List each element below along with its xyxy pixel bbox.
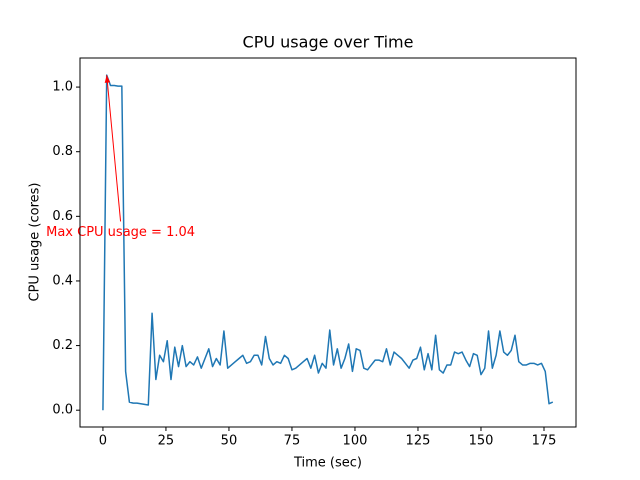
y-tick-label: 0.0: [52, 403, 73, 418]
y-axis-label: CPU usage (cores): [28, 183, 43, 302]
x-tick-label: 125: [406, 434, 431, 449]
x-tick-label: 50: [221, 434, 238, 449]
x-tick-label: 25: [158, 434, 175, 449]
annotation-arrow: [106, 75, 122, 222]
x-tick-label: 75: [284, 434, 301, 449]
x-tick-label: 100: [343, 434, 368, 449]
y-tick-label: 0.2: [52, 338, 73, 353]
plot-frame: [79, 57, 577, 428]
annotation-text: Max CPU usage = 1.04: [46, 225, 195, 240]
x-tick-label: 150: [469, 434, 494, 449]
x-tick-label: 175: [532, 434, 557, 449]
y-tick-label: 0.6: [52, 209, 73, 224]
line: [102, 74, 554, 411]
y-tick-label: 0.4: [52, 273, 73, 288]
y-tick-label: 1.0: [52, 80, 73, 95]
annotation-arrowhead: [104, 75, 111, 83]
y-tick-label: 0.8: [52, 144, 73, 159]
x-tick-label: 0: [99, 434, 107, 449]
chart-title: CPU usage over Time: [243, 33, 414, 52]
x-axis-label: Time (sec): [293, 456, 362, 471]
